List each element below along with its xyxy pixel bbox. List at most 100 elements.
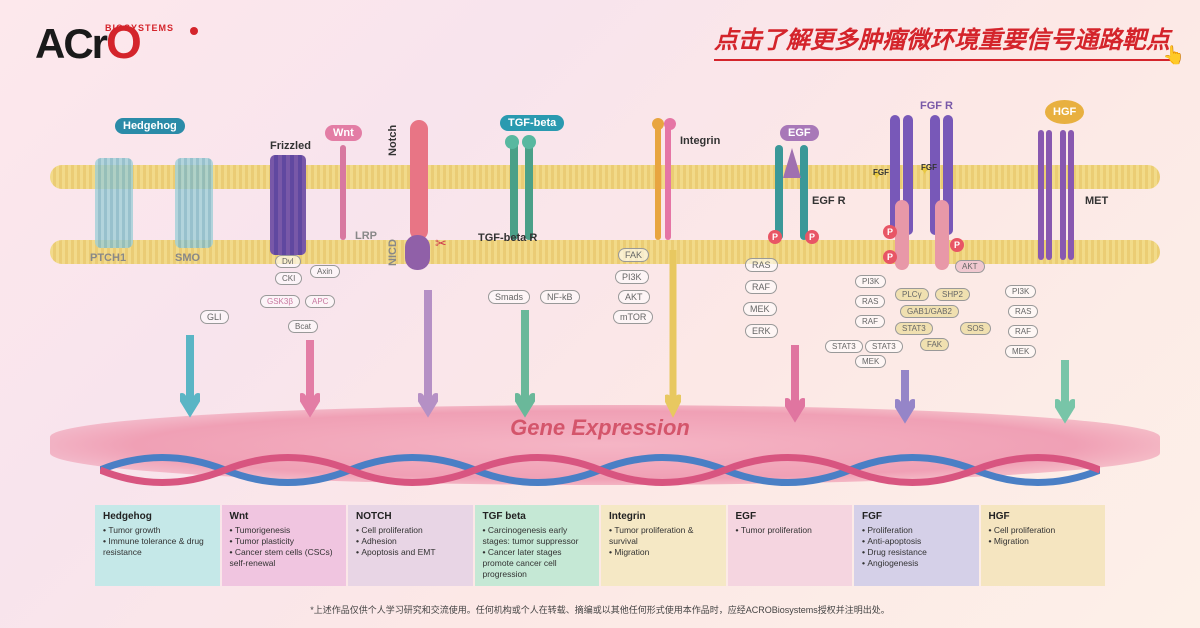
hgf-mek: MEK xyxy=(1005,345,1036,358)
arrow-wnt xyxy=(300,340,320,420)
arrow-notch xyxy=(418,290,438,420)
cursor-icon: 👆 xyxy=(1163,45,1185,66)
logo-subtitle: BIOSYSTEMS xyxy=(105,23,174,33)
egfr1 xyxy=(775,145,783,240)
gsk-protein: GSK3β xyxy=(260,295,300,308)
integrin-label: Integrin xyxy=(680,135,720,147)
fgf-sub1 xyxy=(895,200,909,270)
phos4: P xyxy=(883,250,897,264)
met-label: MET xyxy=(1085,195,1108,207)
hgf-badge: HGF xyxy=(1045,100,1084,124)
pi3k-protein: PI3K xyxy=(615,270,649,284)
notch-nicd xyxy=(405,235,430,270)
erk-protein: ERK xyxy=(745,324,778,338)
frizzled-receptor xyxy=(270,155,306,255)
arrow-egf xyxy=(785,345,805,425)
dna-helix xyxy=(100,445,1100,495)
legend-box-notch: NOTCHCell proliferationAdhesionApoptosis… xyxy=(348,505,473,586)
cki-protein: CKI xyxy=(275,272,302,285)
smo-label: SMO xyxy=(175,252,200,264)
gli-protein: GLI xyxy=(200,310,229,324)
lrp-receptor xyxy=(340,145,346,240)
main-title[interactable]: 点击了解更多肿瘤微环境重要信号通路靶点 xyxy=(714,20,1170,61)
nfkb-protein: NF-kB xyxy=(540,290,580,304)
legend-box-egf: EGFTumor proliferation xyxy=(728,505,853,586)
dvl-protein: Dvl xyxy=(275,255,301,268)
egf-badge: EGF xyxy=(780,125,819,141)
fak-protein: FAK xyxy=(618,248,649,262)
tgf-receptor2 xyxy=(525,140,533,240)
fgf-plcy: PLCγ xyxy=(895,288,929,301)
tgf-receptor1 xyxy=(510,140,518,240)
met2 xyxy=(1060,130,1066,260)
membrane-bottom xyxy=(50,240,1160,264)
egf-y xyxy=(783,148,801,178)
fgf-stat3b: STAT3 xyxy=(825,340,863,353)
integrin-head1 xyxy=(652,118,664,130)
fgf-pi3k: PI3K xyxy=(855,275,886,288)
fgf-stat3c: STAT3 xyxy=(865,340,903,353)
legend: HedgehogTumor growthImmune tolerance & d… xyxy=(95,505,1105,586)
phos1: P xyxy=(768,230,782,244)
akt-protein: AKT xyxy=(618,290,650,304)
apc-protein: APC xyxy=(305,295,335,308)
fgf-gab: GAB1/GAB2 xyxy=(900,305,959,318)
notch-receptor xyxy=(410,120,428,240)
notch-label: Notch xyxy=(387,125,399,156)
legend-box-hgf: HGFCell proliferationMigration xyxy=(981,505,1106,586)
fgfr-label: FGF R xyxy=(920,100,953,112)
phos3: P xyxy=(883,225,897,239)
fgf-raf: RAF xyxy=(855,315,885,328)
integrin-b xyxy=(665,125,671,240)
legend-box-hedgehog: HedgehogTumor growthImmune tolerance & d… xyxy=(95,505,220,586)
frizzled-label: Frizzled xyxy=(270,140,311,152)
smads-protein: Smads xyxy=(488,290,530,304)
fgf-mek: MEK xyxy=(855,355,886,368)
phos5: P xyxy=(950,238,964,252)
arrow-fgf xyxy=(895,370,915,425)
nicd-label: NICD xyxy=(387,239,399,266)
fgf-shp2: SHP2 xyxy=(935,288,970,301)
smo-receptor xyxy=(175,158,213,248)
ras-protein: RAS xyxy=(745,258,778,272)
fgf-l2: FGF xyxy=(921,163,937,172)
mek-protein: MEK xyxy=(743,302,777,316)
fgf-akt: AKT xyxy=(955,260,985,273)
fgf-stat3a: STAT3 xyxy=(895,322,933,335)
egfr-label: EGF R xyxy=(812,195,846,207)
fgf-fak: FAK xyxy=(920,338,949,351)
wnt-badge: Wnt xyxy=(325,125,362,141)
fgf-sos: SOS xyxy=(960,322,991,335)
arrow-integrin xyxy=(665,250,681,420)
arrow-hh xyxy=(180,335,200,420)
legend-box-wnt: WntTumorigenesisTumor plasticityCancer s… xyxy=(222,505,347,586)
arrow-tgf xyxy=(515,310,535,420)
hedgehog-badge: Hedgehog xyxy=(115,118,185,134)
met1 xyxy=(1038,130,1044,260)
integrin-head2 xyxy=(664,118,676,130)
met2b xyxy=(1068,130,1074,260)
footer-text: *上述作品仅供个人学习研究和交流使用。任何机构或个人在转载、摘编或以其他任何形式… xyxy=(0,603,1200,616)
fgf-l1: FGF xyxy=(873,168,889,177)
bcat-protein: Bcat xyxy=(288,320,318,333)
ptch1-label: PTCH1 xyxy=(90,252,126,264)
legend-box-integrin: IntegrinTumor proliferation & survivalMi… xyxy=(601,505,726,586)
axin-protein: Axin xyxy=(310,265,340,278)
egfr2 xyxy=(800,145,808,240)
fgf-sub2 xyxy=(935,200,949,270)
met1b xyxy=(1046,130,1052,260)
hgf-ras: RAS xyxy=(1008,305,1038,318)
hgf-raf: RAF xyxy=(1008,325,1038,338)
scissors-icon: ✂ xyxy=(435,235,447,252)
tgf-ligand1 xyxy=(505,135,519,149)
phos2: P xyxy=(805,230,819,244)
tgfr-label: TGF-beta R xyxy=(478,232,537,244)
tgf-badge: TGF-beta xyxy=(500,115,564,131)
membrane-top xyxy=(50,165,1160,189)
lrp-label: LRP xyxy=(355,230,377,242)
legend-box-tgf-beta: TGF betaCarcinogenesis early stages: tum… xyxy=(475,505,600,586)
logo: BIOSYSTEMS ACrO xyxy=(35,15,140,69)
legend-box-fgf: FGFProliferationAnti-apoptosisDrug resis… xyxy=(854,505,979,586)
integrin-a xyxy=(655,125,661,240)
fgf-ras: RAS xyxy=(855,295,885,308)
